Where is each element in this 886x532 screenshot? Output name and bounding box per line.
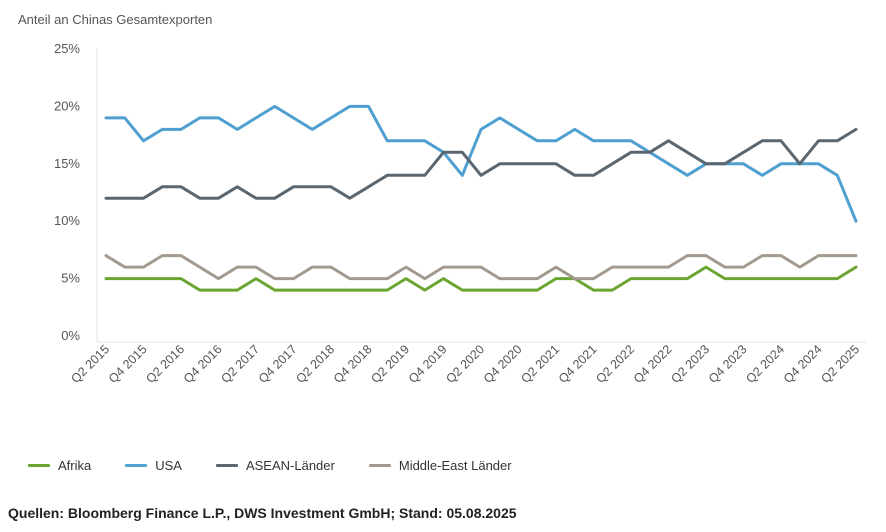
x-tick-label: Q4 2021	[556, 342, 600, 386]
legend-swatch-asean	[215, 464, 238, 467]
x-tick-label: Q4 2023	[706, 342, 750, 386]
series-line-afrika	[104, 265, 858, 292]
x-tick-label: Q4 2015	[106, 342, 150, 386]
legend-label-afrika: Afrika	[58, 458, 92, 473]
x-tick-label: Q4 2024	[781, 342, 825, 386]
x-tick-label: Q2 2019	[368, 342, 412, 386]
legend-item-asean: ASEAN-Länder	[215, 458, 335, 473]
x-tick-label: Q4 2020	[481, 342, 525, 386]
x-tick-label: Q2 2021	[518, 342, 562, 386]
legend-label-middle-east: Middle-East Länder	[398, 458, 512, 473]
y-tick-label: 5%	[61, 271, 80, 286]
legend-swatch-afrika	[28, 464, 50, 467]
legend-item-middle-east: Middle-East Länder	[368, 458, 512, 473]
x-tick-label: Q2 2016	[143, 342, 187, 386]
x-tick-label: Q2 2022	[593, 342, 637, 386]
x-tick-label: Q4 2018	[331, 342, 375, 386]
y-tick-label: 20%	[54, 98, 80, 113]
legend-item-afrika: Afrika	[28, 458, 91, 473]
y-tick-label: 15%	[54, 156, 80, 171]
x-tick-label: Q4 2019	[406, 342, 450, 386]
series-line-usa	[104, 104, 858, 223]
y-tick-label: 25%	[54, 41, 80, 56]
source-note: Quellen: Bloomberg Finance L.P., DWS Inv…	[8, 505, 517, 521]
legend-item-usa: USA	[125, 458, 182, 473]
y-tick-label: 0%	[61, 328, 80, 343]
y-axis-title: Anteil an Chinas Gesamtexporten	[18, 12, 213, 27]
x-tick-label: Q4 2022	[631, 342, 675, 386]
legend-swatch-middle-east	[368, 464, 391, 467]
legend-label-usa: USA	[155, 458, 182, 473]
series-line-middle-east-l-nder	[104, 254, 858, 281]
x-tick-label: Q2 2025	[818, 342, 862, 386]
x-tick-label: Q4 2017	[256, 342, 300, 386]
legend-swatch-usa	[125, 464, 148, 467]
x-tick-label: Q2 2020	[443, 342, 487, 386]
y-tick-label: 10%	[54, 213, 80, 228]
x-tick-label: Q2 2015	[68, 342, 112, 386]
x-tick-label: Q4 2016	[181, 342, 225, 386]
chart-legend: Afrika USA ASEAN-Länder Middle-East Länd…	[28, 458, 546, 473]
x-tick-label: Q2 2023	[668, 342, 712, 386]
x-tick-label: Q2 2017	[218, 342, 262, 386]
x-tick-label: Q2 2018	[293, 342, 337, 386]
series-line-asean-l-nder	[104, 127, 858, 200]
legend-label-asean: ASEAN-Länder	[245, 458, 335, 473]
x-tick-label: Q2 2024	[743, 342, 787, 386]
